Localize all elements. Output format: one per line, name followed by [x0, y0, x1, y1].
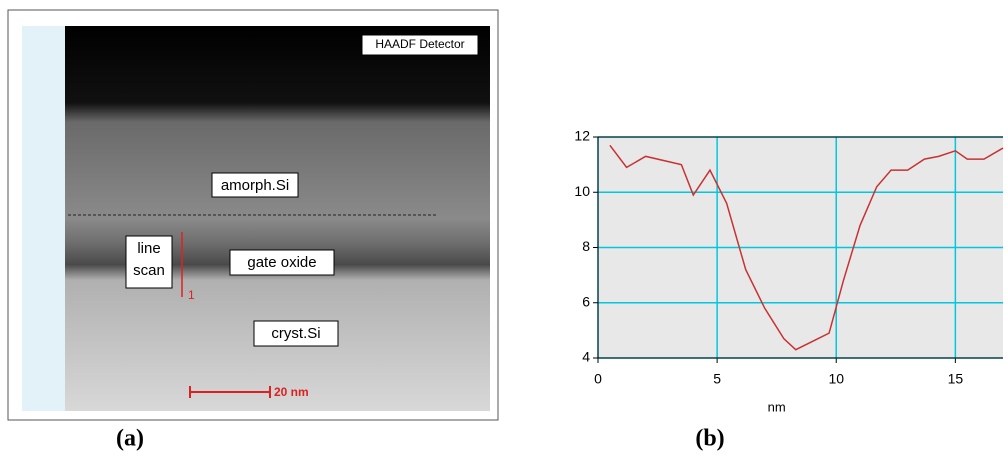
- data-line: [609, 144, 1004, 351]
- label-box: [361, 34, 479, 56]
- x-tick-label: 5: [713, 371, 721, 387]
- label-box: [253, 320, 339, 347]
- line-scan-label: line scan: [133, 240, 165, 279]
- layer-label: cryst.Si: [271, 325, 320, 342]
- y-tick-label: 4: [582, 349, 590, 365]
- layer-label: amorph.Si: [221, 177, 289, 194]
- y-tick-label: 6: [582, 293, 590, 309]
- y-tick-label: 12: [574, 128, 590, 144]
- panel-label: (a): [116, 426, 144, 452]
- layer-label: gate oxide: [247, 254, 316, 271]
- label-box: [229, 249, 335, 276]
- x-tick-label: 0: [594, 371, 602, 387]
- x-axis-label: nm: [768, 399, 786, 414]
- line-scan-holder: line scan: [133, 240, 165, 279]
- y-tick-label: 8: [582, 238, 590, 254]
- y-tick-label: 10: [574, 183, 590, 199]
- scan-marker: 1: [188, 288, 195, 302]
- panel-label: (b): [695, 426, 724, 452]
- detector-label: HAADF Detector: [375, 37, 464, 51]
- label-box: [211, 172, 299, 198]
- scale-bar-label: 20 nm: [274, 385, 309, 399]
- label-box: [125, 235, 173, 289]
- micrograph: [65, 26, 490, 411]
- x-tick-label: 10: [828, 371, 844, 387]
- x-tick-label: 15: [948, 371, 964, 387]
- panel-a: 1 HAADF Detector amorph.Si line scan gat…: [7, 9, 499, 421]
- panel-b: 0 5 10 15 4 6 8 10 12 nm: [574, 128, 1004, 414]
